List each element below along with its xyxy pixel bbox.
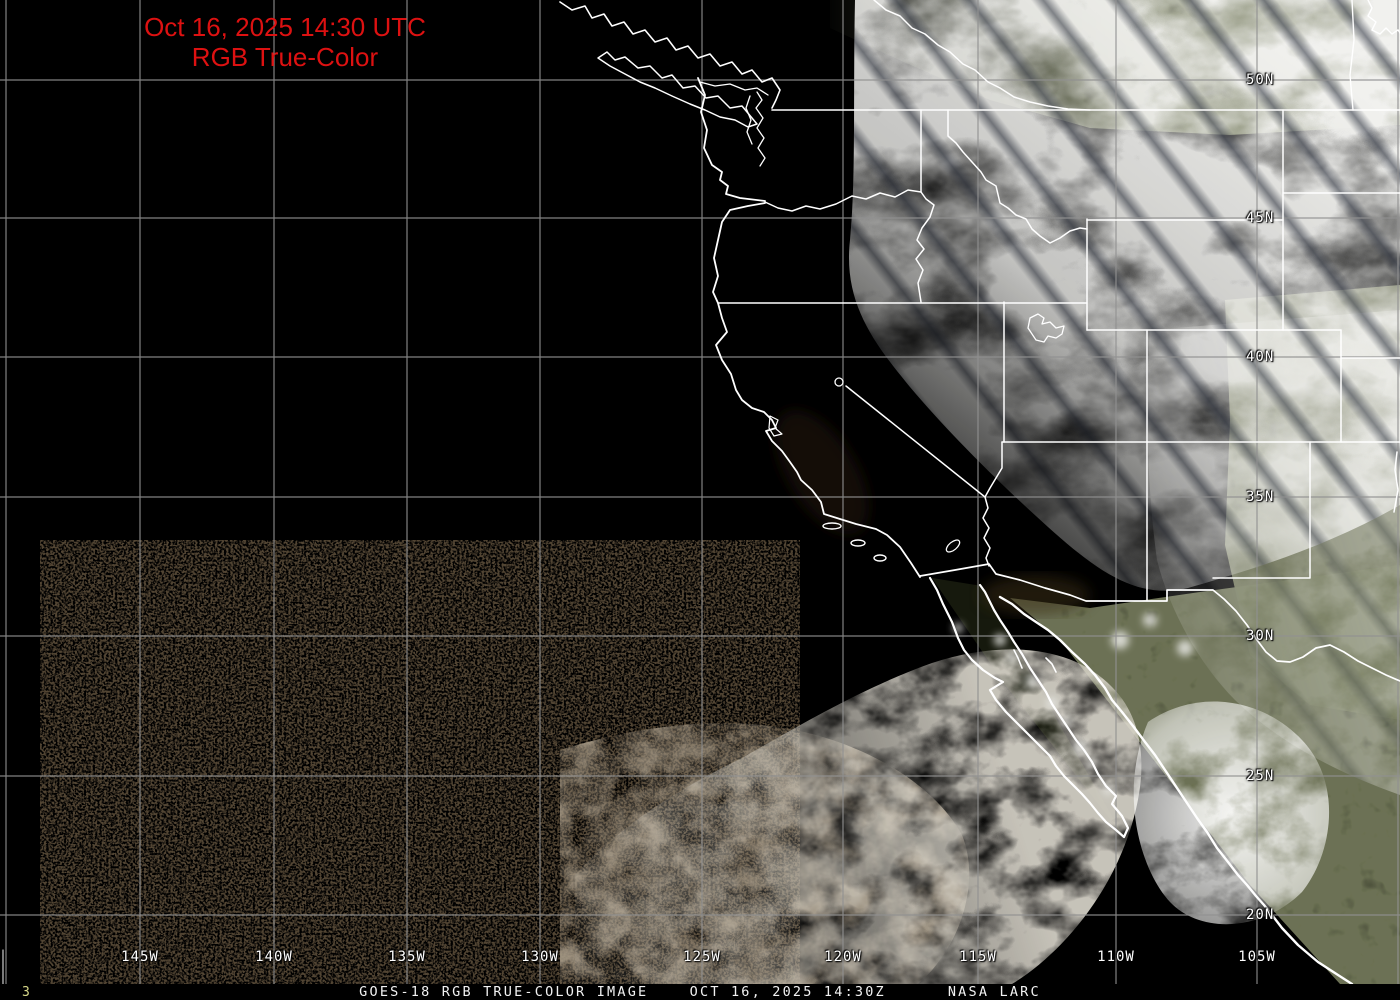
coastline-mexico-mainland: [998, 595, 1354, 986]
sonora-desert-tint: [980, 575, 1090, 615]
cloud-blob-mexico: [1133, 701, 1330, 925]
border-ca-nv-diagonal: [845, 385, 986, 498]
cloud-marine: [575, 649, 1142, 984]
lake-winnipeg: [1367, 0, 1400, 35]
border-nm-tx: [1212, 441, 1311, 579]
coastline-british-columbia: [559, 1, 781, 109]
central-valley-tint: [775, 409, 869, 535]
coastline-puget-sound: [699, 81, 769, 167]
coastline-west-coast: [697, 77, 921, 578]
border-bc-alberta: [873, 0, 1091, 111]
coastline-vancouver-island: [597, 51, 758, 128]
border-colorado-river: [982, 441, 1003, 567]
border-wa-or-columbia: [764, 189, 922, 212]
state-borders: [717, 109, 1400, 601]
coastline-sf-bay: [768, 415, 783, 437]
coastline-baja: [928, 576, 1130, 839]
border-or-id-snake: [915, 191, 935, 303]
channel-islands: [822, 522, 887, 562]
border-id-mt: [947, 109, 1088, 244]
great-salt-lake: [1027, 313, 1065, 343]
cloud-streaks-east: [1147, 310, 1400, 795]
border-tx-100w: [1393, 451, 1399, 513]
border-us-mexico: [919, 563, 1400, 682]
lake-tahoe: [834, 377, 844, 387]
gulf-islands: [1013, 649, 1057, 673]
salton-sea: [945, 539, 961, 553]
border-sk-mb: [1349, 0, 1355, 111]
